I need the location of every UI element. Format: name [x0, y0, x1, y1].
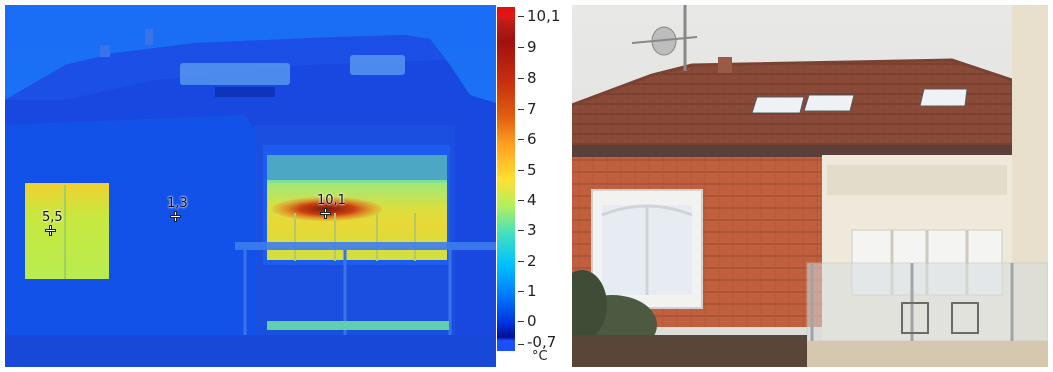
thermal-image: 5,5 1,3 10,1: [5, 5, 496, 367]
scale-tick: [518, 16, 524, 17]
spot-label: 1,3: [167, 196, 188, 211]
scale-tick-label: 4: [527, 191, 537, 209]
scale-tick-label: 7: [527, 100, 537, 118]
scale-tick: [518, 200, 524, 201]
scale-tick-label: 6: [527, 130, 537, 148]
house-photo: [572, 5, 1048, 367]
scale-tick: [518, 139, 524, 140]
scale-tick-label: 8: [527, 69, 537, 87]
scale-tick-label: 2: [527, 252, 537, 270]
scale-tick-label: 5: [527, 161, 537, 179]
crosshair-icon: [321, 209, 330, 218]
unit-label: °C: [532, 349, 548, 364]
spot-label: 5,5: [42, 210, 63, 225]
scale-tick: [518, 78, 524, 79]
scale-tick: [518, 230, 524, 231]
scale-min-label: -0,7: [527, 333, 557, 351]
scale-tick: [518, 344, 524, 345]
crosshair-icon: [171, 212, 180, 221]
crosshair-icon: [46, 226, 55, 235]
scale-tick: [518, 291, 524, 292]
temperature-scale: 10,1 9 8 7 6 5 4 3 2 1 0 -0,7 °C: [496, 5, 572, 367]
scale-tick-label: 0: [527, 312, 537, 330]
scale-tick: [518, 321, 524, 322]
spot-label: 10,1: [317, 193, 346, 208]
scale-tick: [518, 109, 524, 110]
scale-tick: [518, 170, 524, 171]
scale-tick: [518, 47, 524, 48]
scale-max-label: 10,1: [527, 7, 561, 25]
scale-tick: [518, 261, 524, 262]
scale-tick-label: 1: [527, 282, 537, 300]
scale-tick-label: 9: [527, 38, 537, 56]
scale-tick-label: 3: [527, 221, 537, 239]
color-scale-bar: [497, 7, 515, 351]
